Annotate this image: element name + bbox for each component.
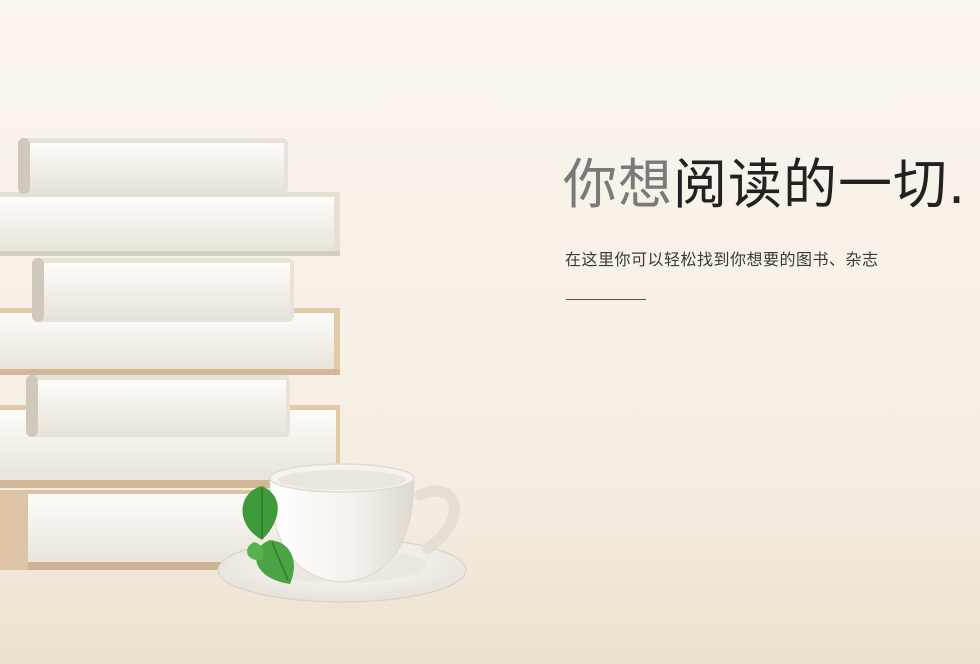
headline-light: 你想 [563, 153, 673, 216]
page-title: 你想阅读的一切. [563, 150, 966, 220]
book [0, 192, 340, 256]
book [18, 138, 288, 194]
hero-subtitle: 在这里你可以轻松找到你想要的图书、杂志 [565, 250, 879, 269]
mint-leaf-icon [242, 486, 294, 584]
title-divider [566, 299, 646, 300]
book-stack-illustration [0, 138, 340, 570]
book [26, 375, 290, 437]
book [32, 258, 294, 322]
headline-dark: 阅读的一切. [673, 153, 967, 216]
